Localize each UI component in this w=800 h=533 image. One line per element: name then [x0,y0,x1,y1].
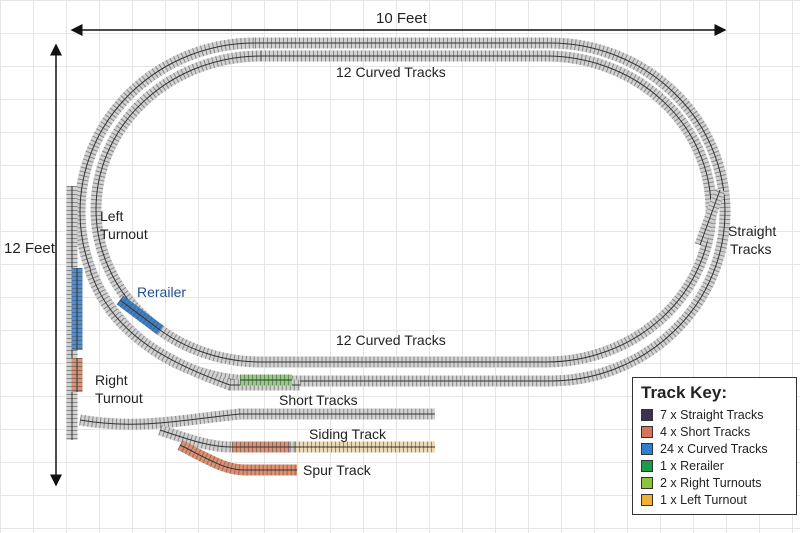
outer-loop [74,37,731,387]
color-swatch [641,459,653,472]
straight-tracks-label-1: Straight [728,223,777,239]
track-key-item: 1 x Rerailer [641,457,788,474]
straight-tracks-label-2: Tracks [730,241,772,257]
left-turnout-label-1: Left [100,208,124,224]
track-key-label: 24 x Curved Tracks [660,441,768,456]
spur-track-label: Spur Track [303,462,371,478]
color-swatch [641,408,653,421]
track-key-label: 4 x Short Tracks [660,424,751,439]
rerailer-label: Rerailer [137,284,187,300]
track-key-legend: Track Key: 7 x Straight Tracks 4 x Short … [632,377,797,515]
track-key-label: 2 x Right Turnouts [660,475,762,490]
track-key-item: 7 x Straight Tracks [641,406,788,423]
color-swatch [641,476,653,489]
width-label: 10 Feet [376,10,427,27]
siding-track-label: Siding Track [309,426,387,442]
outer-curved-label: 12 Curved Tracks [336,64,446,80]
track-key-item: 2 x Right Turnouts [641,474,788,491]
track-key-item: 1 x Left Turnout [641,491,788,508]
color-swatch [641,425,653,438]
track-key-label: 1 x Left Turnout [660,492,747,507]
track-key-label: 1 x Rerailer [660,458,724,473]
rerailer-segment [116,295,164,335]
spur-track [177,440,297,476]
short-tracks-label: Short Tracks [279,392,358,408]
inner-loop [90,50,717,368]
right-straight-segment [694,188,726,247]
color-swatch [641,493,653,506]
track-key-label: 7 x Straight Tracks [660,407,764,422]
siding-track [158,424,435,453]
siding-upper [79,408,435,430]
color-swatch [641,442,653,455]
height-label: 12 Feet [4,240,55,257]
inner-curved-label: 12 Curved Tracks [336,332,446,348]
track-key-item: 4 x Short Tracks [641,423,788,440]
track-key-item: 24 x Curved Tracks [641,440,788,457]
turnout-branch [84,268,300,391]
right-turnout-label-2: Turnout [95,390,143,406]
left-turnout-label-2: Turnout [100,226,148,242]
track-key-title: Track Key: [641,383,727,402]
right-turnout-label-1: Right [95,372,128,388]
